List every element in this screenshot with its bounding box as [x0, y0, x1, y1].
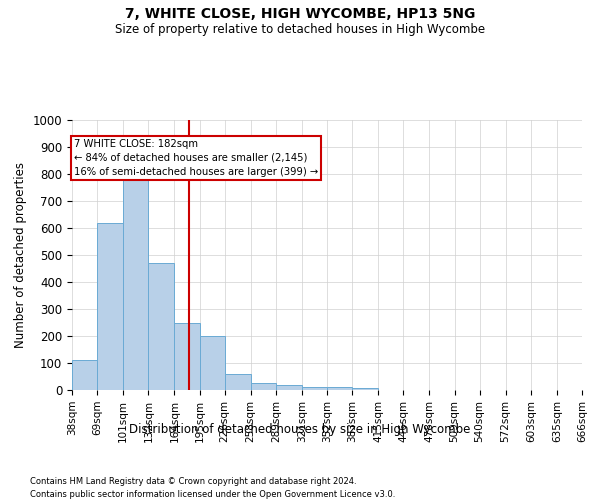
Bar	[123, 176, 148, 390]
Bar	[72, 360, 97, 390]
Bar	[97, 222, 123, 390]
Bar	[352, 388, 378, 390]
Text: 7 WHITE CLOSE: 182sqm
← 84% of detached houses are smaller (2,145)
16% of semi-d: 7 WHITE CLOSE: 182sqm ← 84% of detached …	[74, 139, 318, 177]
Bar	[224, 374, 251, 390]
Y-axis label: Number of detached properties: Number of detached properties	[14, 162, 27, 348]
Text: Contains HM Land Registry data © Crown copyright and database right 2024.: Contains HM Land Registry data © Crown c…	[30, 478, 356, 486]
Text: Distribution of detached houses by size in High Wycombe: Distribution of detached houses by size …	[130, 422, 470, 436]
Bar	[302, 387, 327, 390]
Bar	[199, 336, 224, 390]
Text: Size of property relative to detached houses in High Wycombe: Size of property relative to detached ho…	[115, 22, 485, 36]
Text: 7, WHITE CLOSE, HIGH WYCOMBE, HP13 5NG: 7, WHITE CLOSE, HIGH WYCOMBE, HP13 5NG	[125, 8, 475, 22]
Bar	[327, 388, 352, 390]
Bar	[276, 386, 302, 390]
Bar	[175, 322, 199, 390]
Bar	[148, 263, 175, 390]
Bar	[251, 382, 276, 390]
Text: Contains public sector information licensed under the Open Government Licence v3: Contains public sector information licen…	[30, 490, 395, 499]
